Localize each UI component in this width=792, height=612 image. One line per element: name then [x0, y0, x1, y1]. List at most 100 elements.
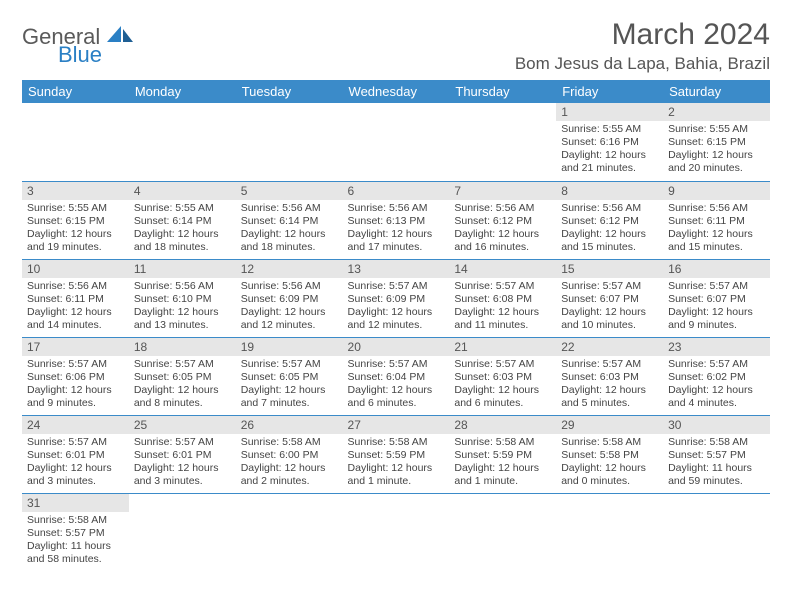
- day-line: Sunset: 6:15 PM: [27, 215, 124, 228]
- day-line: Daylight: 12 hours: [241, 228, 338, 241]
- day-number: 10: [22, 260, 129, 278]
- day-line: Sunrise: 5:57 AM: [454, 280, 551, 293]
- day-number: 12: [236, 260, 343, 278]
- day-number: 17: [22, 338, 129, 356]
- day-line: Daylight: 12 hours: [454, 384, 551, 397]
- day-line: Daylight: 12 hours: [454, 462, 551, 475]
- calendar-cell: [236, 103, 343, 181]
- day-line: Sunrise: 5:56 AM: [241, 202, 338, 215]
- day-line: Sunset: 6:10 PM: [134, 293, 231, 306]
- day-number: 2: [663, 103, 770, 121]
- day-body: Sunrise: 5:58 AMSunset: 5:58 PMDaylight:…: [556, 434, 663, 493]
- day-line: Sunrise: 5:55 AM: [668, 123, 765, 136]
- day-line: Daylight: 12 hours: [668, 149, 765, 162]
- day-line: Sunrise: 5:57 AM: [348, 358, 445, 371]
- day-line: Daylight: 12 hours: [134, 306, 231, 319]
- day-line: Sunset: 5:58 PM: [561, 449, 658, 462]
- day-line: Daylight: 12 hours: [348, 384, 445, 397]
- day-line: Sunrise: 5:56 AM: [668, 202, 765, 215]
- day-line: and 2 minutes.: [241, 475, 338, 488]
- calendar-cell: 17Sunrise: 5:57 AMSunset: 6:06 PMDayligh…: [22, 337, 129, 415]
- weekday-header: Sunday: [22, 80, 129, 103]
- day-line: Sunset: 6:09 PM: [348, 293, 445, 306]
- day-line: Daylight: 11 hours: [27, 540, 124, 553]
- calendar-week-row: 24Sunrise: 5:57 AMSunset: 6:01 PMDayligh…: [22, 415, 770, 493]
- day-line: Sunrise: 5:56 AM: [27, 280, 124, 293]
- day-line: and 16 minutes.: [454, 241, 551, 254]
- day-line: Sunset: 6:15 PM: [668, 136, 765, 149]
- day-line: Daylight: 12 hours: [27, 228, 124, 241]
- day-line: Daylight: 12 hours: [241, 384, 338, 397]
- day-line: Daylight: 12 hours: [668, 384, 765, 397]
- calendar-cell: 13Sunrise: 5:57 AMSunset: 6:09 PMDayligh…: [343, 259, 450, 337]
- day-line: and 19 minutes.: [27, 241, 124, 254]
- day-number: 19: [236, 338, 343, 356]
- day-body: Sunrise: 5:58 AMSunset: 5:59 PMDaylight:…: [343, 434, 450, 493]
- day-line: Sunrise: 5:57 AM: [561, 358, 658, 371]
- day-line: Sunrise: 5:56 AM: [348, 202, 445, 215]
- day-number: 9: [663, 182, 770, 200]
- calendar-cell: 15Sunrise: 5:57 AMSunset: 6:07 PMDayligh…: [556, 259, 663, 337]
- day-line: and 9 minutes.: [668, 319, 765, 332]
- day-line: Daylight: 12 hours: [134, 462, 231, 475]
- day-line: Sunrise: 5:55 AM: [134, 202, 231, 215]
- calendar-cell: 14Sunrise: 5:57 AMSunset: 6:08 PMDayligh…: [449, 259, 556, 337]
- day-line: Sunrise: 5:56 AM: [454, 202, 551, 215]
- weekday-header: Friday: [556, 80, 663, 103]
- day-line: Sunset: 6:00 PM: [241, 449, 338, 462]
- calendar-cell: 2 Sunrise: 5:55 AMSunset: 6:15 PMDaylight…: [663, 103, 770, 181]
- day-line: and 4 minutes.: [668, 397, 765, 410]
- day-number: 28: [449, 416, 556, 434]
- calendar-cell: 18Sunrise: 5:57 AMSunset: 6:05 PMDayligh…: [129, 337, 236, 415]
- day-body: Sunrise: 5:55 AMSunset: 6:16 PMDaylight:…: [556, 121, 663, 180]
- day-line: Daylight: 12 hours: [348, 228, 445, 241]
- calendar-cell: [22, 103, 129, 181]
- day-line: and 7 minutes.: [241, 397, 338, 410]
- sail-icon: [105, 24, 135, 49]
- day-line: Sunrise: 5:58 AM: [241, 436, 338, 449]
- day-line: Sunset: 6:05 PM: [241, 371, 338, 384]
- day-line: Sunrise: 5:57 AM: [454, 358, 551, 371]
- day-line: Sunset: 6:11 PM: [668, 215, 765, 228]
- day-line: and 20 minutes.: [668, 162, 765, 175]
- day-number: 26: [236, 416, 343, 434]
- day-body: Sunrise: 5:58 AMSunset: 6:00 PMDaylight:…: [236, 434, 343, 493]
- day-line: and 1 minute.: [454, 475, 551, 488]
- calendar-cell: 19Sunrise: 5:57 AMSunset: 6:05 PMDayligh…: [236, 337, 343, 415]
- day-body: Sunrise: 5:56 AMSunset: 6:11 PMDaylight:…: [663, 200, 770, 259]
- calendar-cell: 30Sunrise: 5:58 AMSunset: 5:57 PMDayligh…: [663, 415, 770, 493]
- weekday-header: Monday: [129, 80, 236, 103]
- day-line: and 12 minutes.: [241, 319, 338, 332]
- day-line: Sunrise: 5:58 AM: [348, 436, 445, 449]
- calendar-cell: 22Sunrise: 5:57 AMSunset: 6:03 PMDayligh…: [556, 337, 663, 415]
- day-line: and 8 minutes.: [134, 397, 231, 410]
- calendar-cell: 6Sunrise: 5:56 AMSunset: 6:13 PMDaylight…: [343, 181, 450, 259]
- day-number: 8: [556, 182, 663, 200]
- day-line: Sunset: 6:14 PM: [241, 215, 338, 228]
- day-line: and 10 minutes.: [561, 319, 658, 332]
- day-body: Sunrise: 5:57 AMSunset: 6:07 PMDaylight:…: [556, 278, 663, 337]
- day-body: Sunrise: 5:56 AMSunset: 6:12 PMDaylight:…: [449, 200, 556, 259]
- day-body: Sunrise: 5:57 AMSunset: 6:08 PMDaylight:…: [449, 278, 556, 337]
- calendar-cell: 27Sunrise: 5:58 AMSunset: 5:59 PMDayligh…: [343, 415, 450, 493]
- day-number: 16: [663, 260, 770, 278]
- day-body: Sunrise: 5:58 AMSunset: 5:57 PMDaylight:…: [22, 512, 129, 571]
- day-line: and 11 minutes.: [454, 319, 551, 332]
- day-number: 20: [343, 338, 450, 356]
- day-body: Sunrise: 5:56 AMSunset: 6:12 PMDaylight:…: [556, 200, 663, 259]
- day-line: and 17 minutes.: [348, 241, 445, 254]
- calendar-header-row: SundayMondayTuesdayWednesdayThursdayFrid…: [22, 80, 770, 103]
- day-body: Sunrise: 5:57 AMSunset: 6:04 PMDaylight:…: [343, 356, 450, 415]
- day-line: Daylight: 12 hours: [134, 228, 231, 241]
- calendar-cell: [556, 493, 663, 571]
- day-line: Daylight: 12 hours: [454, 228, 551, 241]
- day-number: 24: [22, 416, 129, 434]
- day-body: Sunrise: 5:56 AMSunset: 6:11 PMDaylight:…: [22, 278, 129, 337]
- day-line: Sunrise: 5:57 AM: [27, 358, 124, 371]
- day-body: Sunrise: 5:56 AMSunset: 6:09 PMDaylight:…: [236, 278, 343, 337]
- day-line: Sunset: 6:06 PM: [27, 371, 124, 384]
- day-line: Sunset: 5:57 PM: [27, 527, 124, 540]
- weekday-header: Tuesday: [236, 80, 343, 103]
- day-number-empty: [129, 103, 236, 121]
- calendar-cell: [449, 493, 556, 571]
